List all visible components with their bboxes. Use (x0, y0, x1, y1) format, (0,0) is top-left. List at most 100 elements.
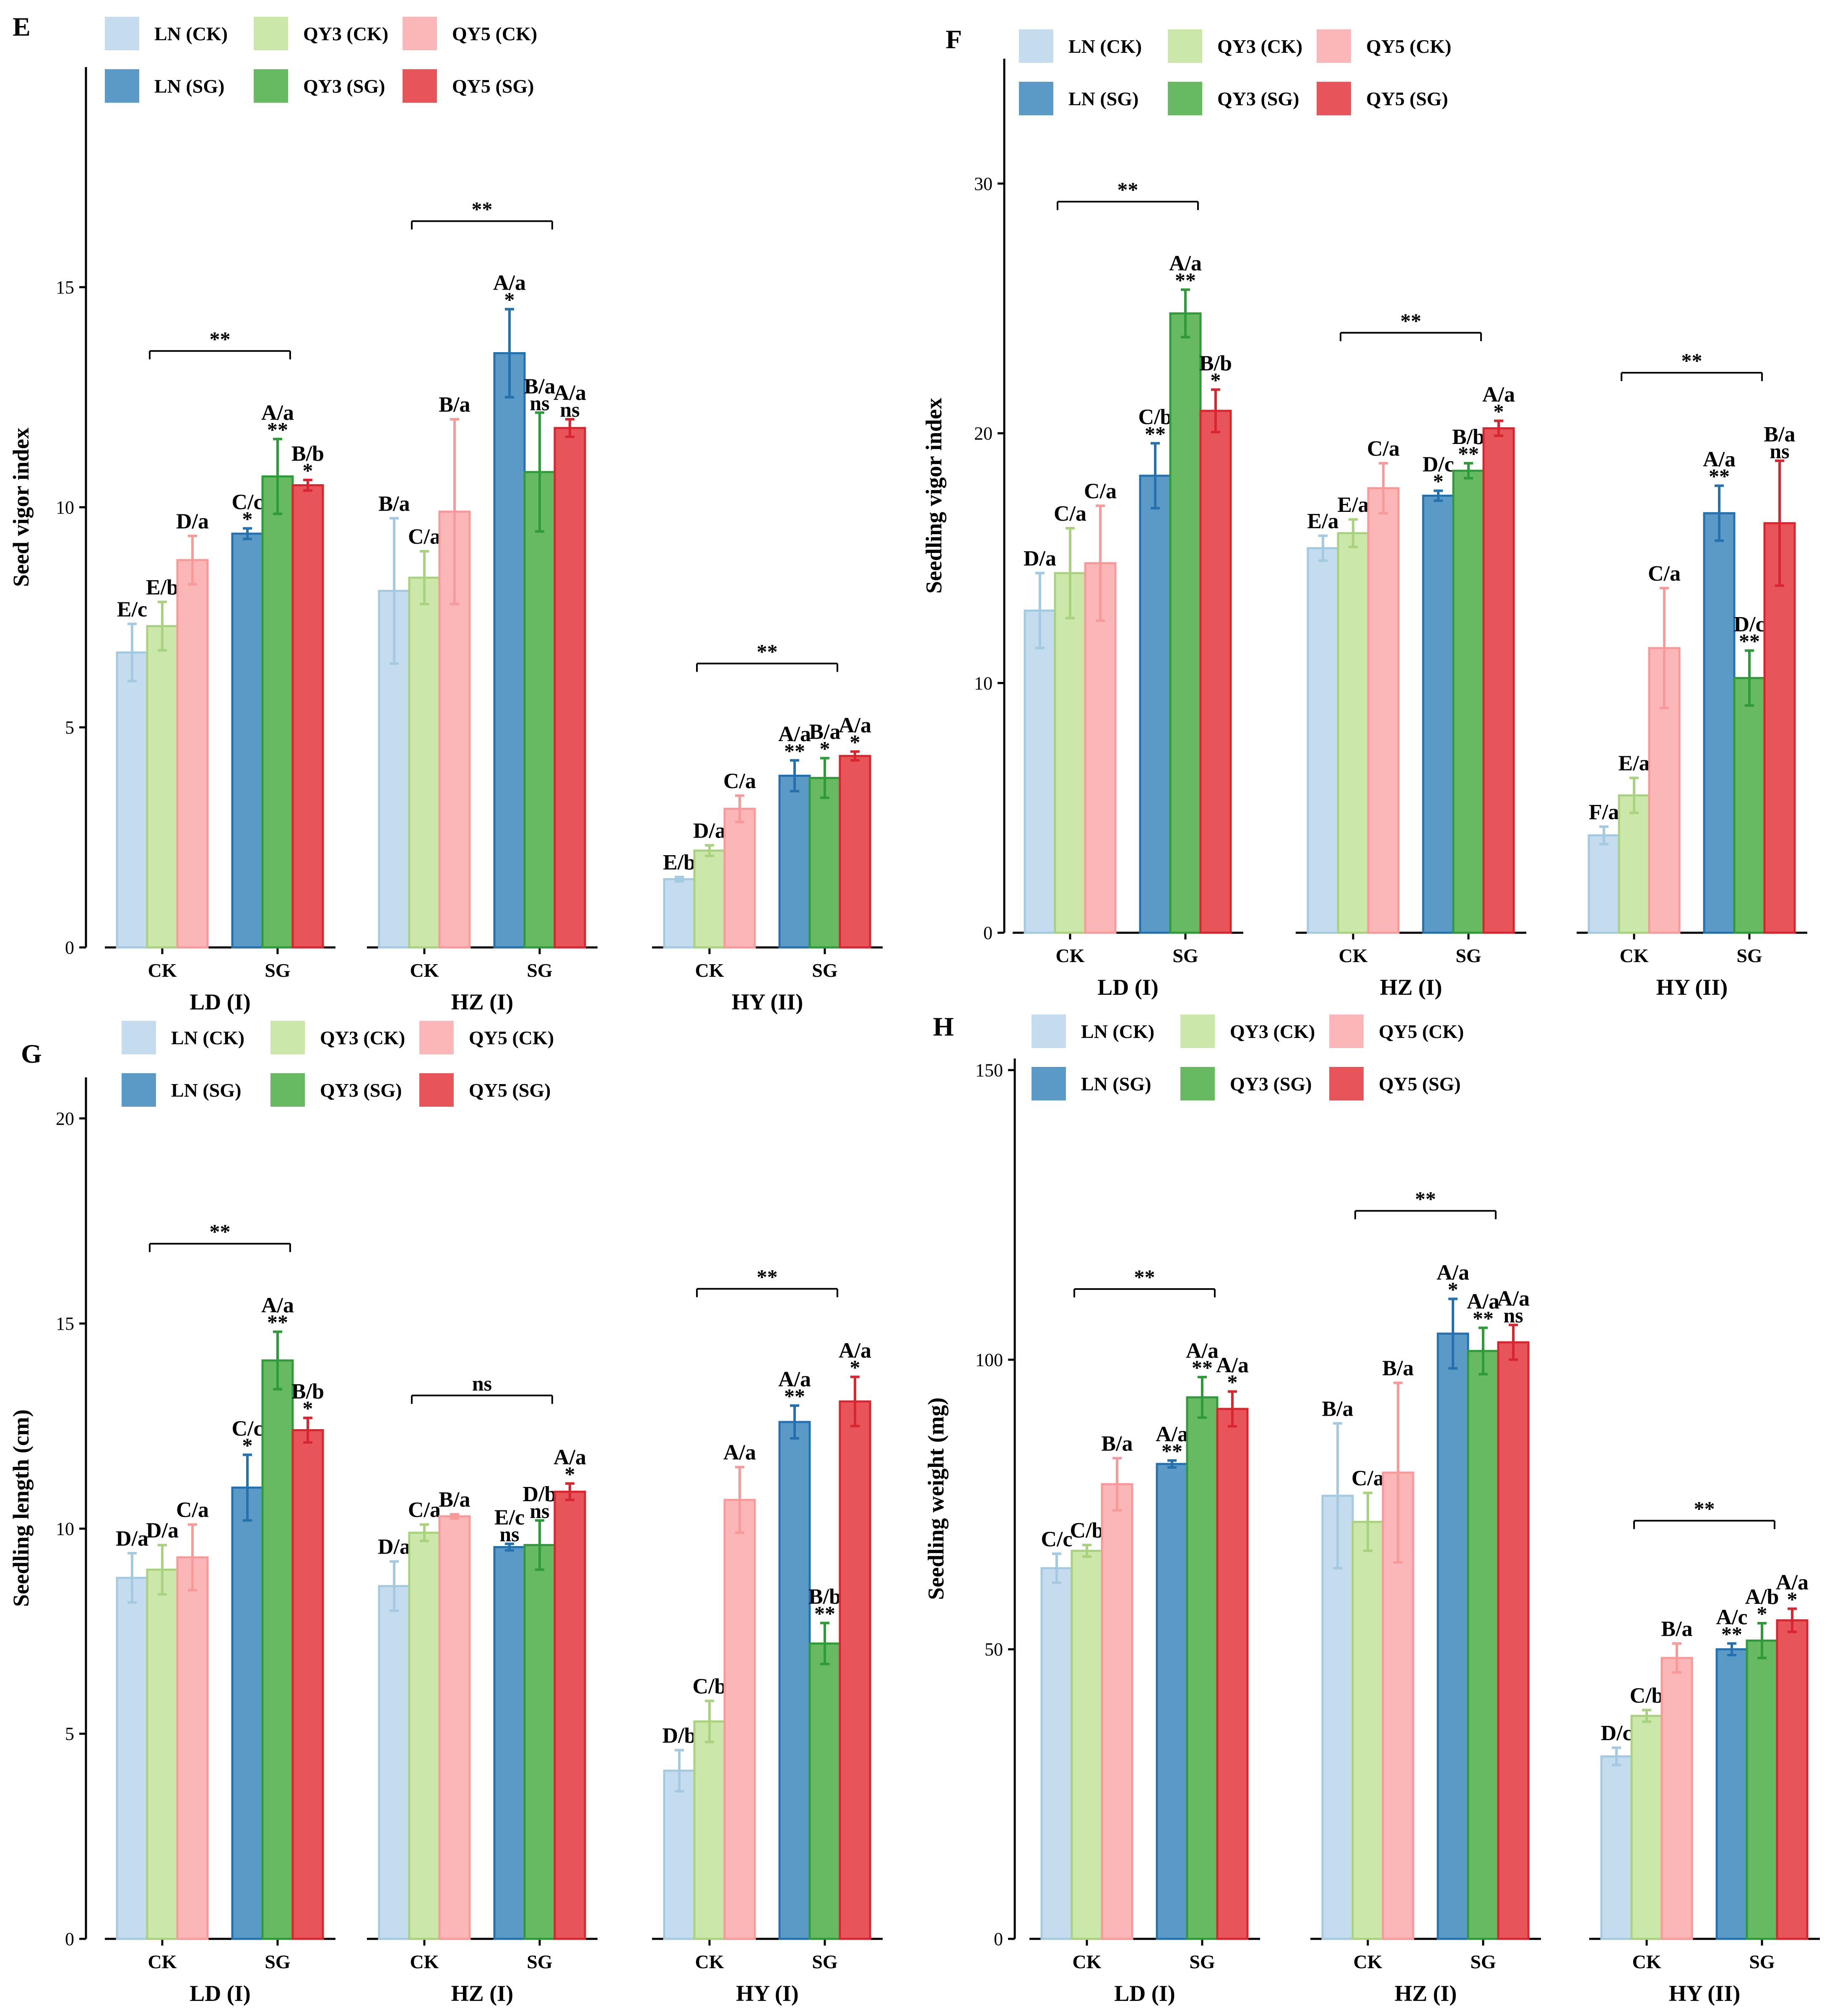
bar (1071, 1549, 1103, 1940)
legend-swatch (403, 17, 437, 50)
y-tick-label: 0 (65, 937, 74, 958)
group-letter-label: E/a (1307, 509, 1338, 533)
significance-mark: ns (530, 391, 549, 415)
site-label: HZ (I) (1395, 1981, 1457, 2006)
group-letter-label: A/a (1169, 252, 1202, 275)
y-tick-label: 0 (983, 923, 993, 943)
y-tick-label: 0 (65, 1929, 74, 1949)
group-letter-label: B/a (1322, 1397, 1353, 1421)
chart-panel-h: H 0 50 100 150 Seedling weight (mg) CK SG LD (I)… (923, 1012, 1820, 2006)
legend-swatch (105, 17, 139, 50)
chart-panel-g: G 0 5 10 15 20 Seedling length (cm) CK SG LD (I) D… (8, 1021, 883, 2006)
y-tick-label: 20 (56, 1108, 74, 1129)
bar (1437, 1332, 1469, 1940)
legend-label: QY3 (SG) (303, 75, 385, 97)
significance-mark: * (850, 1355, 860, 1379)
significance-mark: * (565, 1462, 575, 1486)
panel-letter: F (946, 24, 962, 54)
legend-swatch (1019, 29, 1053, 63)
legend-swatch (1032, 1014, 1066, 1048)
significance-mark: * (242, 1433, 253, 1457)
site-label: LD (I) (190, 1981, 251, 2006)
x-tick-label: SG (1172, 945, 1198, 966)
comparison-mark: ** (1694, 1497, 1715, 1520)
legend-swatch (1317, 29, 1351, 63)
bar (723, 807, 756, 949)
y-axis-title: Seedling vigor index (921, 398, 946, 594)
legend-label: QY5 (SG) (469, 1079, 551, 1101)
group-letter-label: D/b (663, 1724, 696, 1748)
significance-mark: * (1787, 1588, 1798, 1611)
panel-letter: E (13, 12, 31, 42)
legend-swatch (1180, 1014, 1215, 1048)
site-label: HZ (I) (1380, 975, 1442, 1000)
significance-mark: ** (1175, 268, 1196, 292)
group-letter-label: A/a (1703, 448, 1736, 472)
group-letter-label: A/a (261, 1294, 294, 1318)
x-tick-label: CK (410, 960, 439, 981)
group-letter-label: A/a (1216, 1353, 1249, 1377)
group-letter-label: E/b (146, 576, 179, 599)
bar (1186, 1396, 1219, 1940)
group-letter-label: C/a (723, 769, 756, 793)
significance-mark: ** (267, 418, 288, 441)
x-tick-label: SG (265, 1951, 290, 1972)
legend-label: QY5 (CK) (1366, 36, 1451, 57)
bar (523, 471, 556, 949)
group-letter-label: C/a (1367, 437, 1400, 461)
group-letter-label: A/a (493, 271, 526, 295)
y-axis-title: Seedling length (cm) (8, 1409, 34, 1607)
x-tick-label: CK (1632, 1951, 1661, 1972)
group-letter-label: A/b (1745, 1585, 1779, 1609)
legend-label: LN (SG) (1081, 1073, 1151, 1095)
x-tick-label: CK (695, 1951, 724, 1972)
group-letter-label: A/a (1497, 1287, 1530, 1311)
significance-mark: * (1211, 368, 1221, 392)
group-letter-label: B/b (291, 442, 324, 466)
group-letter-label: C/b (1630, 1684, 1664, 1707)
significance-mark: ** (814, 1602, 835, 1625)
y-tick-label: 20 (974, 423, 993, 444)
bar (493, 1546, 526, 1940)
group-letter-label: D/a (146, 1519, 179, 1543)
bar (1351, 1520, 1384, 1940)
bar (663, 1770, 696, 1940)
legend-swatch (270, 1021, 305, 1054)
group-letter-label: D/c (1733, 612, 1765, 636)
legend-label: QY5 (SG) (1379, 1073, 1461, 1095)
bar (1618, 794, 1650, 934)
bar (116, 651, 148, 949)
group-letter-label: D/c (1601, 1721, 1632, 1745)
legend-swatch (105, 69, 139, 103)
bar (808, 777, 841, 949)
legend-swatch (122, 1021, 156, 1054)
legend-label: QY5 (SG) (452, 75, 534, 97)
group-letter-label: A/a (723, 1441, 756, 1465)
group-letter-label: C/a (408, 525, 441, 549)
legend-swatch (1168, 82, 1202, 115)
comparison-mark: ** (210, 327, 231, 350)
chart-panel-f: F 0 10 20 30 Seedling vigor index CK SG LD (I) D/… (921, 24, 1807, 1000)
x-tick-label: SG (1189, 1951, 1215, 1972)
bar (778, 1421, 811, 1940)
significance-mark: * (1448, 1277, 1458, 1301)
bar (408, 576, 441, 949)
legend-swatch (254, 69, 288, 103)
bar (1776, 1619, 1809, 1940)
legend-swatch (419, 1021, 454, 1054)
group-letter-label: A/a (553, 381, 586, 405)
x-tick-label: CK (1620, 945, 1649, 966)
group-letter-label: A/a (1776, 1571, 1809, 1595)
group-letter-label: B/a (1661, 1617, 1692, 1641)
bar (493, 352, 526, 949)
group-letter-label: C/b (693, 1674, 727, 1698)
x-tick-label: CK (148, 1951, 177, 1972)
legend-swatch (1180, 1067, 1215, 1100)
y-tick-label: 50 (985, 1639, 1003, 1660)
legend-label: LN (CK) (1081, 1021, 1154, 1042)
group-letter-label: A/a (553, 1445, 586, 1469)
